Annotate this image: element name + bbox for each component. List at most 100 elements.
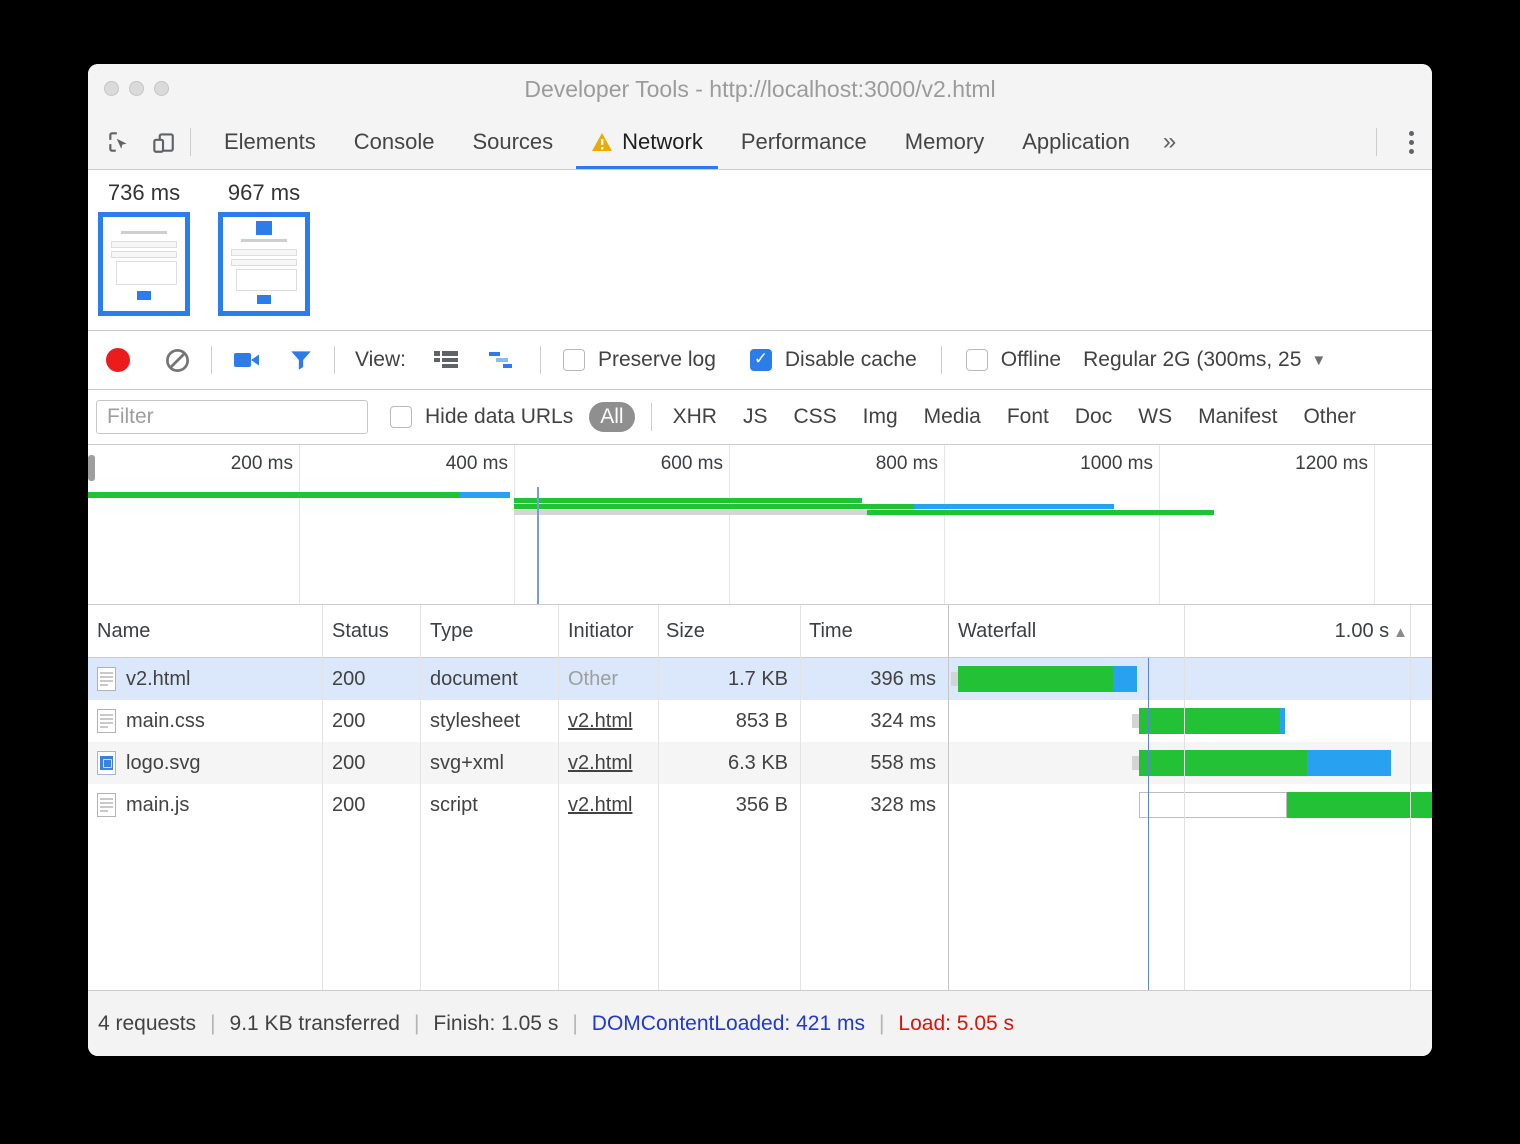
filter-pill-ws[interactable]: WS [1138, 405, 1173, 428]
table-row-logo.svg[interactable]: logo.svg 200 svg+xml v2.html 6.3 KB 558 ms [88, 742, 1432, 784]
chevron-down-icon[interactable]: ▼ [1311, 351, 1327, 369]
tab-network[interactable]: Network [572, 115, 722, 169]
column-separator[interactable] [420, 605, 421, 990]
size-cell: 356 B [735, 794, 788, 816]
waterfall-bar-segment[interactable] [1287, 792, 1432, 818]
timeline-overview[interactable]: 200 ms 400 ms 600 ms 800 ms 1000 ms 1200 ms [88, 445, 1432, 605]
waterfall-bar-segment[interactable] [1138, 750, 1307, 776]
tab-application[interactable]: Application [1022, 129, 1130, 154]
document-icon [97, 667, 116, 691]
overview-gridline [944, 445, 945, 604]
overview-gridline [1159, 445, 1160, 604]
sort-ascending-icon[interactable]: ▲ [1393, 624, 1408, 641]
column-header-initiator[interactable]: Initiator [568, 620, 634, 642]
initiator-cell[interactable]: v2.html [568, 752, 633, 774]
overview-gridline [514, 445, 515, 604]
filter-funnel-icon[interactable] [288, 347, 314, 373]
status-bar: 4 requests | 9.1 KB transferred | Finish… [88, 990, 1432, 1056]
name-cell: main.js [126, 794, 190, 816]
filter-pill-doc[interactable]: Doc [1074, 405, 1113, 428]
column-separator[interactable] [658, 605, 659, 990]
column-header-time[interactable]: Time [809, 620, 853, 642]
column-header-size[interactable]: Size [666, 620, 705, 642]
waterfall-view-icon[interactable] [488, 348, 518, 372]
main-menu-icon[interactable] [1409, 130, 1414, 154]
inspect-element-icon[interactable] [106, 129, 132, 155]
divider [539, 346, 541, 374]
hide-data-urls-checkbox[interactable] [390, 406, 412, 428]
offline-checkbox[interactable] [965, 349, 988, 371]
requests-table: Name Status Type Initiator Size Time Wat… [88, 605, 1432, 990]
initiator-cell[interactable]: v2.html [568, 794, 633, 816]
clear-icon[interactable] [164, 347, 191, 374]
divider [1376, 128, 1377, 156]
window-title: Developer Tools - http://localhost:3000/… [524, 76, 996, 102]
filter-pill-other[interactable]: Other [1303, 405, 1356, 428]
close-window-button[interactable] [104, 81, 119, 96]
view-label: View: [355, 348, 406, 371]
filter-input[interactable] [96, 400, 368, 434]
column-header-type[interactable]: Type [430, 620, 474, 642]
zoom-window-button[interactable] [154, 81, 169, 96]
tab-memory[interactable]: Memory [904, 129, 985, 154]
tab-sources[interactable]: Sources [472, 129, 554, 154]
preserve-log-checkbox[interactable] [562, 349, 585, 371]
overview-tick-label: 200 ms [230, 453, 293, 474]
title-bar: Developer Tools - http://localhost:3000/… [88, 64, 1432, 116]
large-rows-view-icon[interactable] [432, 348, 460, 372]
warning-icon [591, 132, 613, 152]
waterfall-bar-segment[interactable] [958, 666, 1114, 692]
device-toolbar-icon[interactable] [150, 129, 176, 155]
table-row-v2.html[interactable]: v2.html 200 document Other 1.7 KB 396 ms [88, 658, 1432, 700]
minimize-window-button[interactable] [129, 81, 144, 96]
tab-console[interactable]: Console [353, 129, 435, 154]
time-cell: 558 ms [870, 752, 936, 774]
column-header-status[interactable]: Status [332, 620, 389, 642]
filter-pill-js[interactable]: JS [742, 405, 768, 428]
column-separator[interactable] [948, 605, 949, 990]
waterfall-bar-segment[interactable] [1280, 708, 1286, 734]
more-tabs-button[interactable]: » [1162, 128, 1177, 155]
dcl-marker-line [536, 487, 539, 604]
filmstrip-frame-1[interactable] [98, 212, 190, 316]
filter-pill-xhr[interactable]: XHR [672, 405, 717, 428]
waterfall-bar-segment[interactable] [1306, 750, 1391, 776]
filter-pill-all[interactable]: All [589, 402, 635, 432]
table-row-main.js[interactable]: main.js 200 script v2.html 356 B 328 ms [88, 784, 1432, 826]
column-separator[interactable] [558, 605, 559, 990]
filter-pill-font[interactable]: Font [1006, 405, 1049, 428]
transferred-size: 9.1 KB transferred [229, 1011, 400, 1035]
waterfall-bar-segment[interactable] [1138, 792, 1288, 818]
status-cell: 200 [332, 794, 366, 816]
record-button[interactable] [106, 348, 130, 372]
filter-pill-img[interactable]: Img [862, 405, 898, 428]
column-header-waterfall[interactable]: Waterfall [958, 620, 1037, 642]
waterfall-bar-segment[interactable] [1113, 666, 1137, 692]
traffic-lights [104, 81, 169, 96]
waterfall-bar-segment[interactable] [1138, 708, 1281, 734]
column-separator[interactable] [800, 605, 801, 990]
disable-cache-checkbox[interactable] [749, 349, 772, 371]
divider [211, 346, 212, 374]
filter-pill-media[interactable]: Media [923, 405, 981, 428]
filter-pill-css[interactable]: CSS [793, 405, 837, 428]
type-cell: document [430, 668, 518, 690]
initiator-cell[interactable]: v2.html [568, 710, 633, 732]
network-throttling-select[interactable]: Regular 2G (300ms, 25 [1083, 348, 1302, 371]
overview-gridline [1374, 445, 1375, 604]
column-header-name[interactable]: Name [97, 620, 151, 642]
filter-pill-manifest[interactable]: Manifest [1198, 405, 1278, 428]
overview-tick-label: 600 ms [660, 453, 723, 474]
capture-screenshots-icon[interactable] [232, 348, 262, 372]
tab-performance[interactable]: Performance [740, 129, 867, 154]
devtools-window: Developer Tools - http://localhost:3000/… [88, 64, 1432, 1056]
overview-drag-handle[interactable] [88, 455, 95, 481]
filmstrip-frame-2[interactable] [218, 212, 310, 316]
size-cell: 6.3 KB [727, 752, 788, 774]
table-row-main.css[interactable]: main.css 200 stylesheet v2.html 853 B 324 ms [88, 700, 1432, 742]
column-separator[interactable] [322, 605, 323, 990]
time-cell: 396 ms [870, 668, 936, 690]
divider [650, 403, 652, 431]
tab-elements[interactable]: Elements [224, 129, 316, 154]
